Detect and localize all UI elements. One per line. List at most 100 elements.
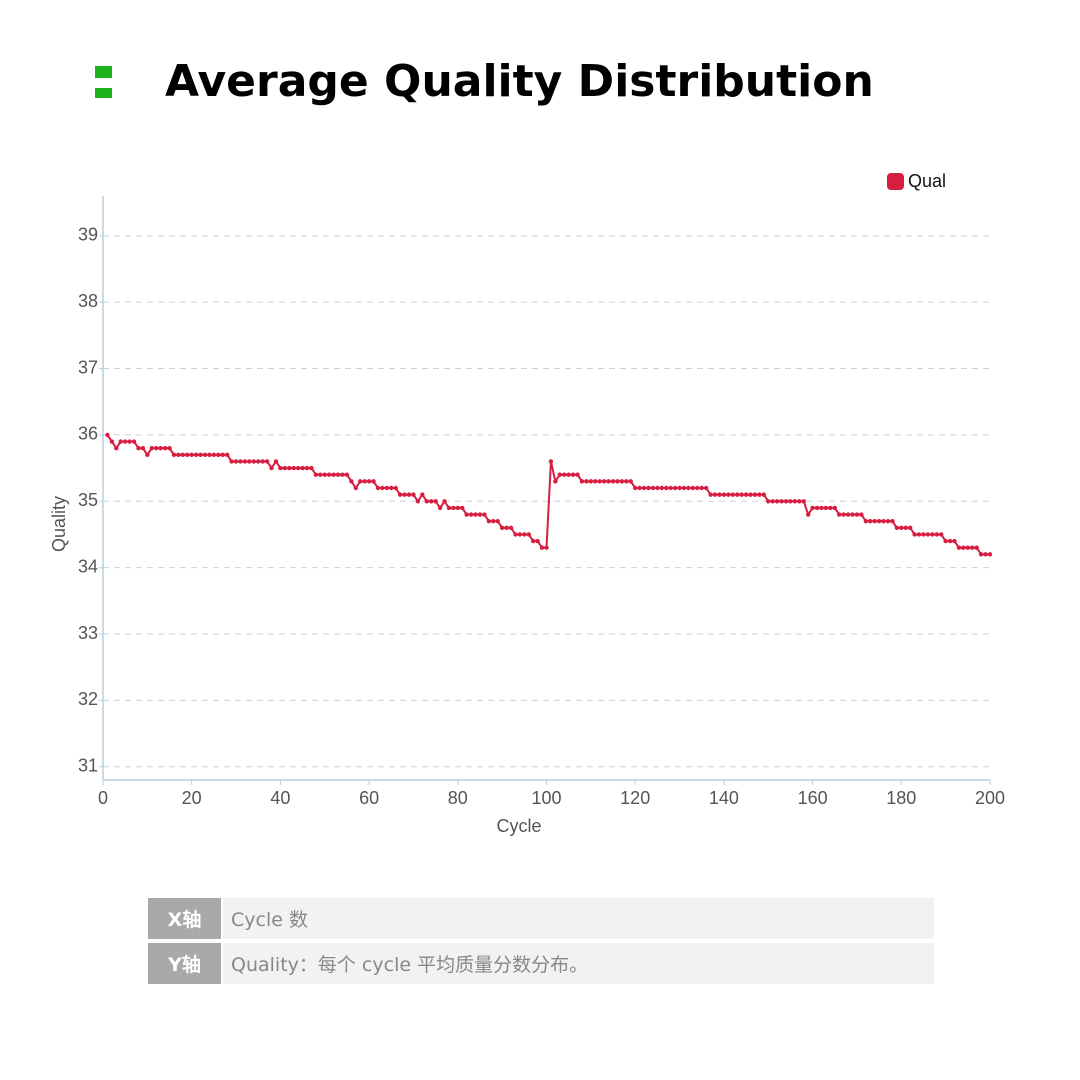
data-point: [233, 459, 239, 464]
data-point: [349, 479, 354, 484]
data-point: [628, 479, 633, 484]
data-point: [380, 485, 385, 491]
data-point: [180, 452, 186, 458]
data-point: [881, 518, 886, 524]
data-point: [300, 465, 305, 471]
data-point: [322, 472, 327, 477]
data-point: [269, 465, 274, 471]
data-point: [757, 492, 762, 497]
data-point: [615, 479, 620, 484]
data-point: [442, 499, 447, 504]
data-point: [690, 485, 696, 491]
data-point: [641, 485, 647, 491]
data-point: [158, 445, 163, 451]
data-point: [819, 505, 824, 511]
data-point: [149, 445, 154, 451]
data-point: [956, 545, 962, 550]
x-tick-label: 0: [98, 788, 108, 808]
data-point: [792, 499, 798, 504]
data-point: [171, 452, 177, 458]
data-point: [287, 465, 292, 471]
data-point: [575, 472, 580, 477]
data-point: [876, 518, 882, 524]
y-axis-label: Quality: [49, 496, 69, 552]
data-point: [907, 525, 913, 531]
data-point: [845, 512, 851, 517]
data-point: [659, 485, 665, 491]
data-point: [597, 479, 602, 484]
data-point: [282, 465, 288, 471]
data-point: [606, 479, 611, 484]
data-point: [384, 485, 390, 491]
data-point: [544, 545, 549, 550]
data-point: [619, 479, 625, 484]
data-point: [774, 499, 780, 504]
data-point: [375, 485, 381, 491]
data-point: [916, 532, 922, 537]
data-point: [783, 499, 789, 504]
data-point: [114, 445, 119, 451]
data-point: [748, 492, 753, 497]
data-point: [477, 512, 483, 517]
x-tick-label: 100: [531, 788, 561, 808]
data-point: [335, 472, 341, 477]
data-point: [406, 492, 412, 497]
data-point: [721, 492, 727, 497]
data-point: [566, 472, 571, 477]
data-point: [788, 499, 793, 504]
data-point: [118, 439, 123, 444]
data-point: [899, 525, 904, 531]
data-point: [468, 512, 474, 517]
data-point: [318, 472, 323, 477]
data-point: [331, 472, 336, 477]
data-point: [264, 459, 270, 464]
data-point: [251, 459, 256, 464]
data-point: [828, 505, 833, 511]
x-tick-label: 160: [798, 788, 828, 808]
data-point: [872, 518, 877, 524]
data-point: [939, 532, 944, 537]
data-point: [730, 492, 735, 497]
data-point: [397, 492, 403, 497]
data-point: [557, 472, 563, 477]
data-point: [921, 532, 926, 537]
data-point: [464, 512, 469, 517]
data-point: [273, 459, 279, 464]
data-point: [154, 445, 159, 451]
y-tick-label: 36: [78, 424, 98, 444]
data-point: [353, 485, 358, 491]
data-point: [593, 479, 598, 484]
data-point: [260, 459, 265, 464]
y-tick-label: 39: [78, 225, 98, 245]
data-point: [637, 485, 642, 491]
data-point: [934, 532, 939, 537]
x-tick-label: 140: [709, 788, 739, 808]
data-point: [140, 445, 146, 451]
data-point: [415, 499, 421, 504]
data-point: [987, 552, 993, 557]
legend-label: Qual: [908, 171, 946, 191]
data-point: [903, 525, 908, 531]
y-tick-label: 35: [78, 490, 98, 510]
data-point: [686, 485, 691, 491]
data-point: [735, 492, 740, 497]
data-point: [646, 485, 651, 491]
y-tick-label: 33: [78, 623, 98, 643]
data-point: [220, 452, 225, 458]
y-tick-label: 34: [78, 556, 98, 576]
data-point: [752, 492, 758, 497]
data-point: [362, 479, 367, 484]
title-icon: [95, 88, 112, 98]
data-point: [167, 445, 172, 451]
data-point: [712, 492, 718, 497]
data-point: [588, 479, 594, 484]
data-point: [930, 532, 935, 537]
data-point: [925, 532, 931, 537]
page-title: Average Quality Distribution: [165, 56, 874, 107]
data-point: [810, 505, 815, 511]
data-point: [224, 452, 230, 458]
data-point: [304, 465, 310, 471]
data-point: [446, 505, 452, 511]
data-point: [970, 545, 975, 550]
data-point: [912, 532, 917, 537]
